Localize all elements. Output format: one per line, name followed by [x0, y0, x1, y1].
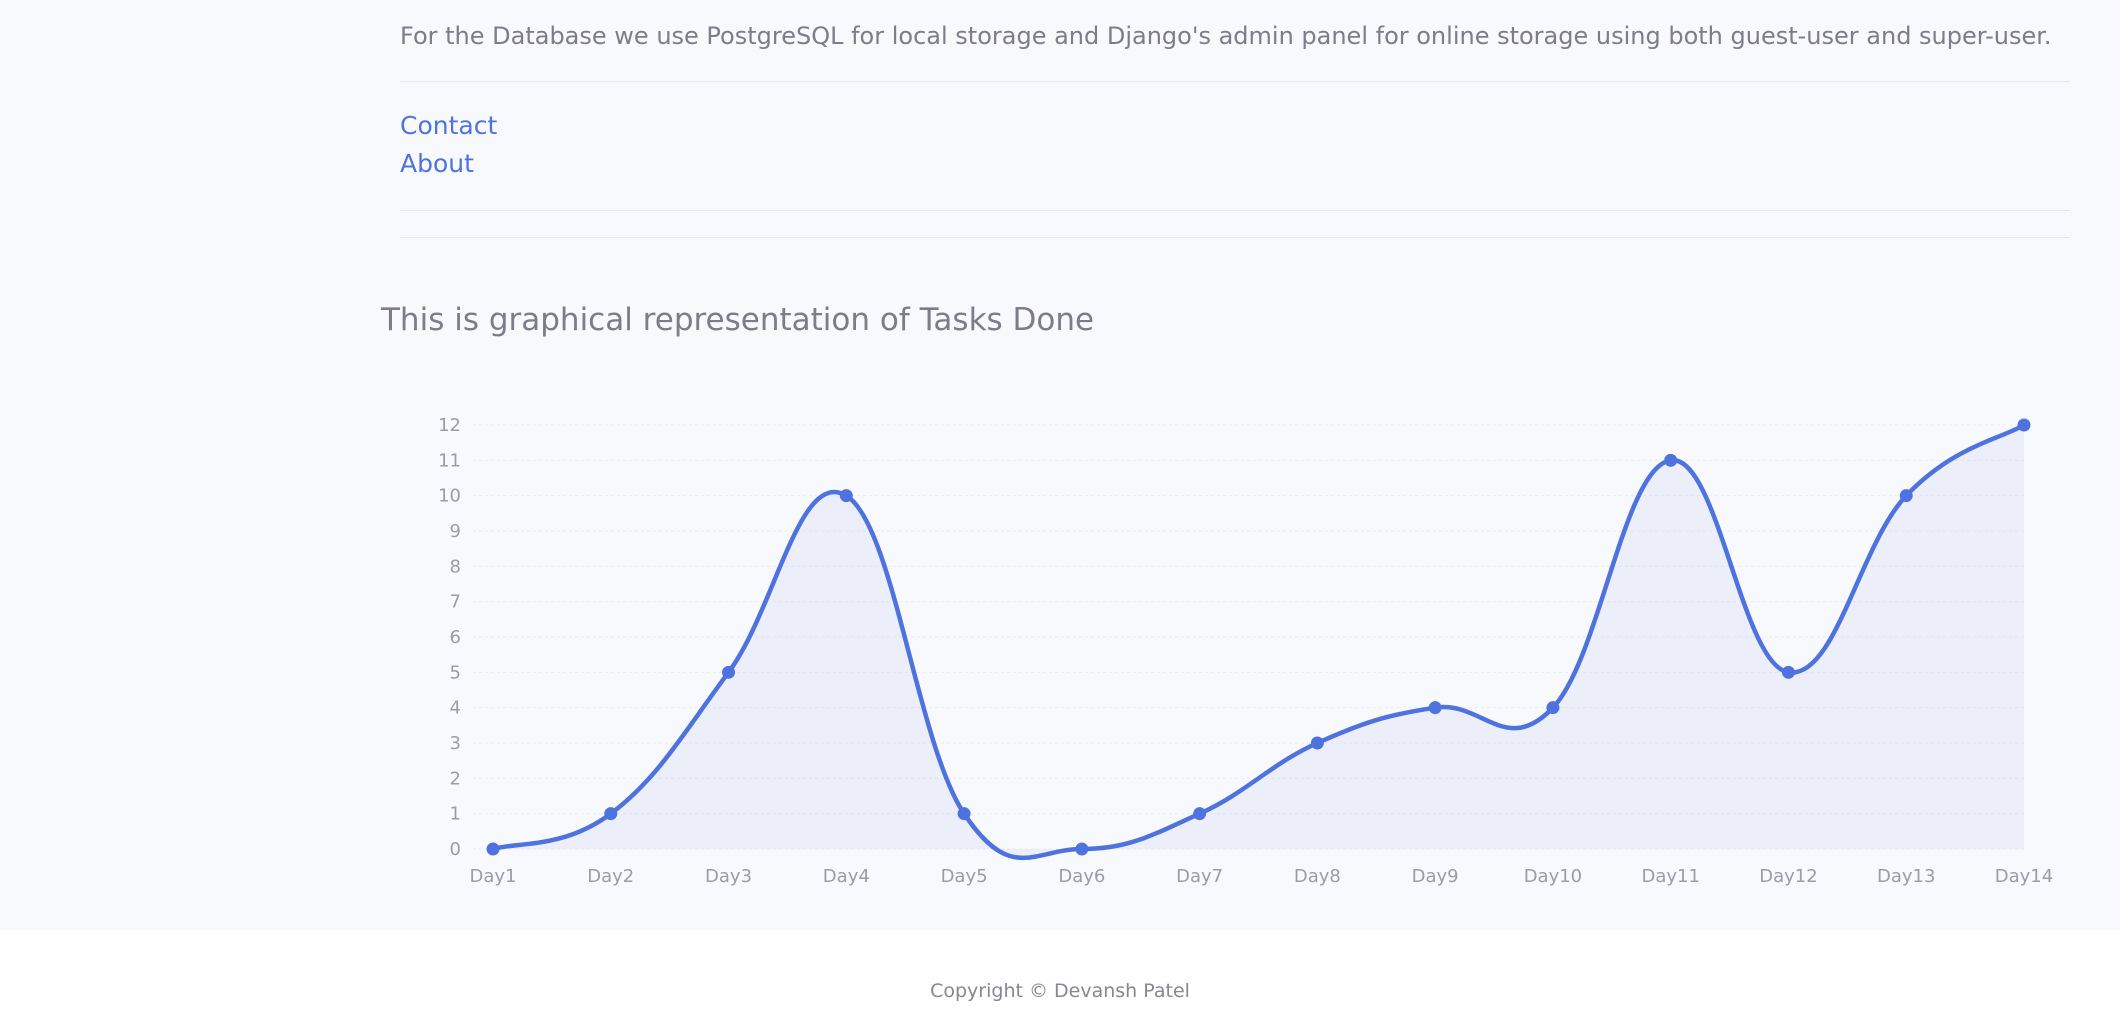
series-line: [490, 422, 2027, 861]
about-link[interactable]: About: [400, 149, 474, 178]
footer: [0, 930, 2120, 1018]
x-tick-label: Day10: [1524, 866, 1582, 887]
y-tick-label: 5: [450, 662, 461, 683]
copyright-text: Copyright © Devansh Patel: [930, 980, 1190, 1002]
y-tick-label: 1: [450, 804, 461, 825]
data-point[interactable]: [1075, 842, 1089, 856]
y-tick-label: 6: [450, 627, 461, 648]
divider-middle: [400, 210, 2070, 211]
x-tick-label: Day4: [823, 866, 870, 887]
tasks-chart: 0 1 2 3 4 5 6 7 8 9 10 11 12 Day1 Day2 Day3 Day4 Day5 Day…: [380, 380, 2080, 900]
data-point[interactable]: [1664, 453, 1678, 467]
x-tick-label: Day7: [1176, 866, 1223, 887]
y-tick-label: 7: [450, 592, 461, 613]
chart-heading: This is graphical representation of Task…: [381, 302, 1095, 338]
x-tick-label: Day2: [587, 866, 634, 887]
x-tick-label: Day14: [1995, 866, 2053, 887]
data-point[interactable]: [486, 842, 500, 856]
x-tick-label: Day3: [705, 866, 752, 887]
data-point[interactable]: [839, 489, 853, 503]
data-point[interactable]: [1899, 489, 1913, 503]
y-tick-label: 11: [438, 450, 461, 471]
divider-bottom: [400, 237, 2070, 238]
series-area-fill: [493, 425, 2024, 858]
y-tick-label: 9: [450, 521, 461, 542]
x-tick-label: Day11: [1641, 866, 1699, 887]
y-tick-label: 3: [450, 733, 461, 754]
y-tick-label: 12: [438, 415, 461, 436]
x-tick-label: Day12: [1759, 866, 1817, 887]
x-tick-label: Day9: [1412, 866, 1459, 887]
series-points: [486, 418, 2031, 856]
y-tick-label: 10: [438, 486, 461, 507]
data-point[interactable]: [1546, 701, 1560, 715]
data-point[interactable]: [1781, 665, 1795, 679]
divider-top: [400, 81, 2070, 82]
y-tick-label: 0: [450, 839, 461, 860]
chart-grid: [473, 424, 2024, 850]
y-tick-label: 8: [450, 556, 461, 577]
contact-link[interactable]: Contact: [400, 111, 498, 140]
database-description: For the Database we use PostgreSQL for l…: [400, 22, 2052, 50]
x-axis-ticks: Day1 Day2 Day3 Day4 Day5 Day6 Day7 Day8 Day9 Day1…: [470, 866, 2054, 887]
x-tick-label: Day1: [470, 866, 517, 887]
data-point[interactable]: [1310, 736, 1324, 750]
main-content-area: For the Database we use PostgreSQL for l…: [380, 22, 2080, 900]
y-tick-label: 2: [450, 768, 461, 789]
data-point[interactable]: [604, 807, 618, 821]
y-tick-label: 4: [450, 698, 461, 719]
data-point[interactable]: [2017, 418, 2031, 432]
data-point[interactable]: [957, 807, 971, 821]
x-tick-label: Day5: [941, 866, 988, 887]
x-tick-label: Day13: [1877, 866, 1935, 887]
x-tick-label: Day8: [1294, 866, 1341, 887]
data-point[interactable]: [1193, 807, 1207, 821]
data-point[interactable]: [722, 665, 736, 679]
data-point[interactable]: [1428, 701, 1442, 715]
x-tick-label: Day6: [1058, 866, 1105, 887]
